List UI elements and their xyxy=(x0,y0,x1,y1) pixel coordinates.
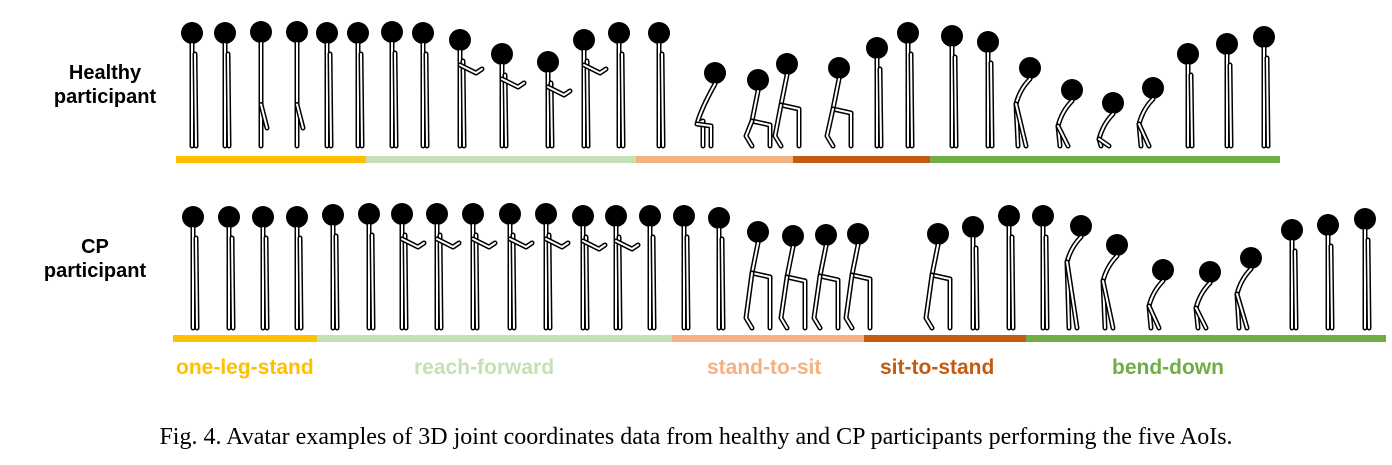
healthy-avatar-14 xyxy=(694,62,726,149)
cp-avatar-15 xyxy=(708,207,730,331)
healthy-avatar-13 xyxy=(648,22,670,149)
healthy-avatar-12 xyxy=(608,22,630,149)
healthy-row-label: Healthy participant xyxy=(30,61,180,109)
cp-avatar-14 xyxy=(673,205,695,331)
healthy-avatar-16 xyxy=(772,53,802,149)
cp-avatar-4 xyxy=(322,204,344,331)
cp-row-label-line1: CP xyxy=(81,236,109,258)
aoi-label-one-leg-stand: one-leg-stand xyxy=(176,356,314,379)
healthy-avatar-20 xyxy=(941,25,963,149)
healthy-avatar-26 xyxy=(1177,43,1199,149)
healthy-avatar-17 xyxy=(824,57,854,149)
aoi-bars xyxy=(173,156,1386,342)
healthy-avatar-9 xyxy=(491,43,527,149)
avatar-figure xyxy=(173,21,1386,342)
healthy-avatar-18 xyxy=(866,37,888,149)
cp-avatar-31 xyxy=(1354,208,1376,331)
healthy-avatar-1 xyxy=(214,22,236,149)
cp-avatar-22 xyxy=(998,205,1020,331)
healthy-bar-reach-forward xyxy=(366,156,636,163)
healthy-avatar-0 xyxy=(181,22,203,149)
healthy-avatar-19 xyxy=(897,22,919,149)
cp-avatar-8 xyxy=(462,203,498,331)
cp-avatar-30 xyxy=(1317,214,1339,331)
cp-avatar-21 xyxy=(962,216,984,331)
healthy-avatar-23 xyxy=(1055,79,1083,149)
cp-avatar-27 xyxy=(1193,261,1221,331)
healthy-avatar-24 xyxy=(1096,92,1124,149)
cp-avatar-7 xyxy=(426,203,462,331)
cp-avatar-0 xyxy=(182,206,204,331)
cp-row-label-line2: participant xyxy=(43,260,147,282)
cp-bar-sit-to-stand xyxy=(864,335,1026,342)
healthy-avatar-22 xyxy=(1013,57,1041,149)
cp-avatar-26 xyxy=(1146,259,1174,331)
cp-avatar-5 xyxy=(358,203,380,331)
figure-caption: Fig. 4. Avatar examples of 3D joint coor… xyxy=(159,424,1233,450)
healthy-row-label-line1: Healthy xyxy=(68,62,142,84)
cp-avatar-23 xyxy=(1032,205,1054,331)
cp-avatar-1 xyxy=(218,206,240,331)
cp-avatar-16 xyxy=(743,221,773,331)
cp-bar-one-leg-stand xyxy=(173,335,317,342)
healthy-bar-bend-down xyxy=(930,156,1280,163)
cp-avatar-25 xyxy=(1100,234,1128,331)
cp-avatar-12 xyxy=(605,205,641,331)
healthy-avatar-21 xyxy=(977,31,999,149)
cp-avatar-28 xyxy=(1234,247,1262,331)
aoi-label-sit-to-stand: sit-to-stand xyxy=(880,356,995,379)
healthy-bar-one-leg-stand xyxy=(176,156,366,163)
cp-avatar-3 xyxy=(286,206,308,331)
healthy-row-label-line2: participant xyxy=(53,86,157,108)
cp-bar-reach-forward xyxy=(317,335,672,342)
healthy-avatar-row xyxy=(181,21,1275,149)
aoi-label-reach-forward: reach-forward xyxy=(414,356,555,379)
cp-bar-bend-down xyxy=(1026,335,1386,342)
aoi-label-bend-down: bend-down xyxy=(1112,356,1224,379)
healthy-avatar-27 xyxy=(1216,33,1238,149)
aoi-label-stand-to-sit: stand-to-sit xyxy=(707,356,822,379)
cp-avatar-24 xyxy=(1064,215,1092,331)
cp-avatar-17 xyxy=(778,225,808,331)
healthy-avatar-3 xyxy=(286,21,308,149)
healthy-bar-sit-to-stand xyxy=(793,156,930,163)
healthy-avatar-5 xyxy=(347,22,369,149)
healthy-avatar-11 xyxy=(573,29,609,149)
cp-avatar-row xyxy=(182,203,1376,331)
healthy-avatar-28 xyxy=(1253,26,1275,149)
cp-avatar-2 xyxy=(252,206,274,331)
cp-avatar-13 xyxy=(639,205,661,331)
healthy-avatar-2 xyxy=(250,21,272,149)
healthy-avatar-10 xyxy=(537,51,573,149)
cp-row-label: CP participant xyxy=(20,235,170,283)
cp-avatar-9 xyxy=(499,203,535,331)
cp-avatar-19 xyxy=(843,223,873,331)
cp-avatar-18 xyxy=(811,224,841,331)
healthy-avatar-25 xyxy=(1136,77,1164,149)
healthy-bar-stand-to-sit xyxy=(636,156,793,163)
healthy-avatar-4 xyxy=(316,22,338,149)
cp-avatar-11 xyxy=(572,205,608,331)
cp-avatar-20 xyxy=(923,223,953,331)
cp-bar-stand-to-sit xyxy=(672,335,864,342)
healthy-avatar-15 xyxy=(743,69,773,149)
healthy-avatar-7 xyxy=(412,22,434,149)
cp-avatar-29 xyxy=(1281,219,1303,331)
cp-avatar-10 xyxy=(535,203,571,331)
healthy-avatar-8 xyxy=(449,29,485,149)
healthy-avatar-6 xyxy=(381,21,403,149)
cp-avatar-6 xyxy=(391,203,427,331)
